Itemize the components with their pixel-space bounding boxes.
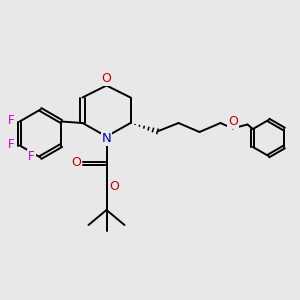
Text: O: O	[71, 156, 81, 170]
Text: N: N	[102, 131, 111, 145]
Text: F: F	[8, 114, 14, 128]
Text: O: O	[102, 71, 111, 85]
Text: F: F	[8, 138, 14, 152]
Text: F: F	[28, 150, 35, 164]
Text: O: O	[229, 115, 238, 128]
Text: O: O	[109, 180, 119, 194]
